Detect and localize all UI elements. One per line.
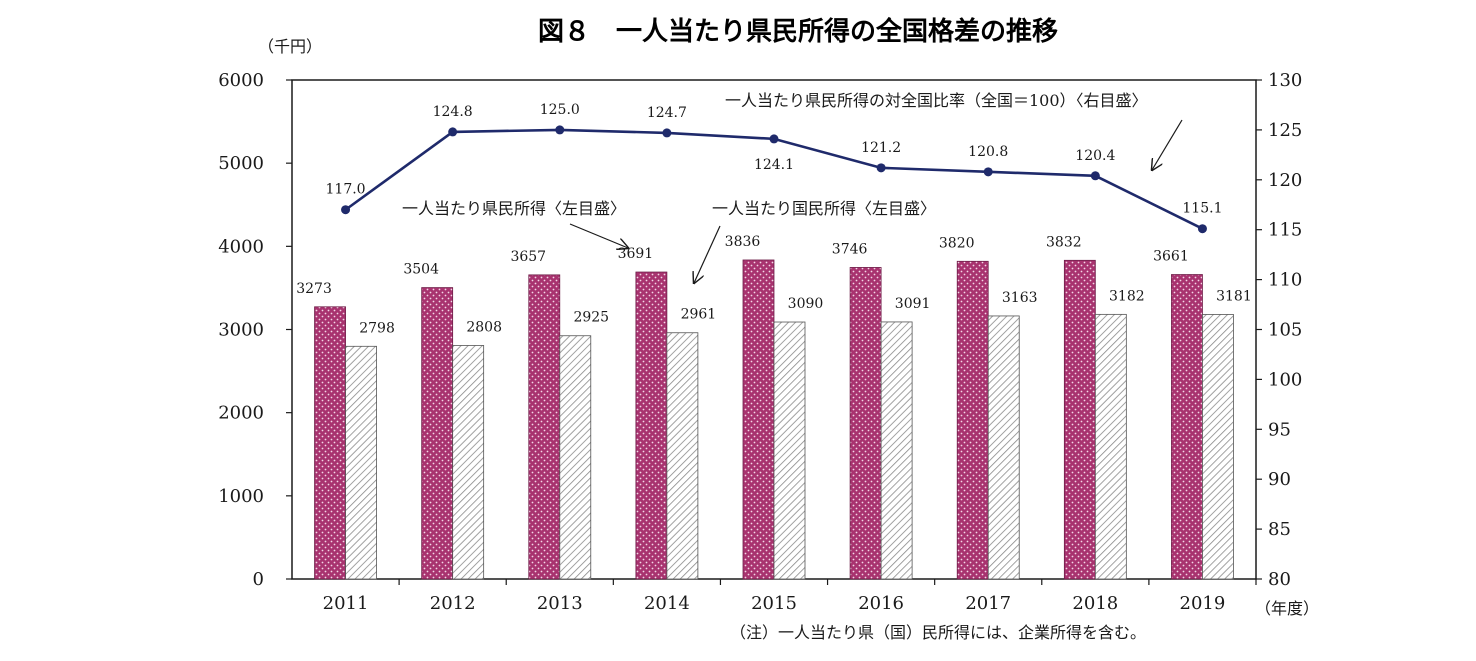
chart-note: （注）一人当たり県（国）民所得には、企業所得を含む。 [730, 623, 1146, 642]
bar-prefectural-2017 [956, 260, 989, 580]
bar-national-2013 [559, 335, 592, 580]
legend-bar-1-arrow [569, 223, 628, 248]
chart-title: 図８ 一人当たり県民所得の全国格差の推移 [538, 16, 1058, 47]
ratio-point-2011 [341, 205, 351, 215]
legend-line-series: 一人当たり県民所得の対全国比率（全国＝100）〈右目盛〉 [725, 91, 1148, 110]
bar-data-label: 3820 [939, 235, 975, 251]
ratio-point-2017 [983, 167, 993, 177]
ratio-data-label: 124.7 [647, 105, 687, 121]
bar-data-label: 3163 [1002, 290, 1038, 306]
y-right-tick-label: 105 [1268, 320, 1302, 341]
y-left-tick-label: 0 [253, 569, 264, 590]
bar-data-label: 3181 [1216, 288, 1252, 304]
y-right-tick-label: 110 [1268, 270, 1302, 291]
y-right-tick-label: 85 [1268, 519, 1291, 540]
bar-data-label: 3832 [1046, 234, 1082, 250]
bar-prefectural-2011 [314, 306, 346, 580]
x-tick-label: 2014 [644, 593, 690, 614]
bar-prefectural-2018 [1063, 259, 1096, 580]
bar-prefectural-2019 [1171, 274, 1203, 580]
x-tick-label: 2016 [858, 593, 904, 614]
y-right-tick-label: 100 [1268, 369, 1302, 390]
ratio-point-2018 [1090, 171, 1100, 181]
bar-data-label: 3091 [895, 296, 931, 312]
bar-prefectural-2016 [849, 267, 882, 580]
bar-data-label: 2798 [359, 320, 395, 336]
bar-series: 3273 3504 3657 3691 3836 3746 3820 3832 3661 2798… [296, 234, 1252, 580]
bar-national-2012 [452, 345, 485, 580]
y-right-tick-label: 130 [1268, 70, 1302, 91]
bar-national-2011 [345, 345, 377, 580]
ratio-data-label: 120.4 [1075, 148, 1115, 164]
y-axis-right: 80 85 90 95 100 105 110 115 120 125 130 [1256, 70, 1302, 590]
bar-data-label: 3657 [510, 249, 546, 265]
x-tick-label: 2018 [1072, 593, 1118, 614]
ratio-data-label: 120.8 [968, 144, 1008, 160]
y-left-tick-label: 2000 [218, 403, 264, 424]
y-right-tick-label: 95 [1268, 419, 1291, 440]
bar-national-2014 [666, 332, 699, 580]
bar-data-label: 3746 [832, 241, 868, 257]
legend-bar-series-2: 一人当たり国民所得〈左目盛〉 [712, 199, 936, 218]
bar-data-label: 3836 [725, 234, 761, 250]
bar-data-label: 3691 [618, 246, 654, 262]
x-tick-label: 2011 [323, 593, 369, 614]
y-axis-left: 0 1000 2000 3000 4000 5000 6000 [218, 70, 292, 590]
bar-prefectural-2014 [635, 271, 668, 580]
bar-national-2019 [1202, 314, 1234, 580]
bar-national-2015 [773, 321, 806, 580]
x-tick-label: 2012 [430, 593, 476, 614]
y-right-tick-label: 120 [1268, 170, 1302, 191]
y-right-tick-label: 90 [1268, 469, 1291, 490]
ratio-point-2015 [769, 134, 779, 144]
bar-national-2017 [987, 315, 1020, 580]
bar-national-2016 [880, 321, 913, 580]
ratio-point-2016 [876, 163, 886, 173]
x-tick-label: 2013 [537, 593, 583, 614]
bar-prefectural-2013 [528, 274, 561, 580]
ratio-point-2012 [448, 127, 458, 137]
ratio-point-2014 [662, 128, 672, 138]
bar-data-label: 3661 [1153, 249, 1189, 265]
legend-annotations: 一人当たり県民所得の対全国比率（全国＝100）〈右目盛〉 一人当たり県民所得〈左… [402, 91, 1183, 283]
y-left-tick-label: 4000 [218, 236, 264, 257]
x-axis: 2011 2012 2013 2014 2015 2016 2017 2018 2019 [323, 579, 1257, 614]
y-axis-left-label: （千円） [258, 37, 322, 56]
y-left-tick-label: 3000 [218, 320, 264, 341]
bar-data-label: 2961 [681, 307, 717, 323]
ratio-data-label: 124.8 [433, 104, 473, 120]
y-left-tick-label: 6000 [218, 70, 264, 91]
ratio-data-label: 125.0 [540, 102, 580, 118]
ratio-data-label: 121.2 [861, 140, 901, 156]
y-left-tick-label: 5000 [218, 153, 264, 174]
x-axis-label: （年度） [1255, 599, 1319, 618]
y-right-tick-label: 125 [1268, 120, 1302, 141]
bar-data-label: 3273 [296, 281, 332, 297]
bar-national-2018 [1094, 313, 1127, 580]
bar-data-label: 2808 [466, 319, 502, 335]
ratio-data-label: 117.0 [326, 182, 366, 198]
bar-data-label: 3504 [403, 262, 439, 278]
bar-prefectural-2012 [421, 287, 454, 580]
ratio-point-2013 [555, 125, 565, 135]
ratio-point-2019 [1197, 224, 1207, 234]
x-tick-label: 2019 [1180, 593, 1226, 614]
y-right-tick-label: 115 [1268, 220, 1302, 241]
x-tick-label: 2017 [965, 593, 1011, 614]
ratio-data-label: 124.1 [754, 157, 794, 173]
bar-data-label: 3182 [1109, 288, 1145, 304]
ratio-data-label: 115.1 [1182, 201, 1222, 217]
x-tick-label: 2015 [751, 593, 797, 614]
legend-line-arrow [1152, 119, 1183, 170]
y-left-tick-label: 1000 [218, 486, 264, 507]
line-series: 117.0 124.8 125.0 124.7 124.1 121.2 120.8 120.4… [326, 102, 1222, 234]
bar-data-label: 2925 [573, 310, 609, 326]
y-right-tick-label: 80 [1268, 569, 1291, 590]
bar-prefectural-2015 [742, 259, 775, 580]
bar-data-label: 3090 [788, 296, 824, 312]
legend-bar-series-1: 一人当たり県民所得〈左目盛〉 [402, 199, 626, 218]
legend-bar-2-arrow [694, 225, 721, 283]
